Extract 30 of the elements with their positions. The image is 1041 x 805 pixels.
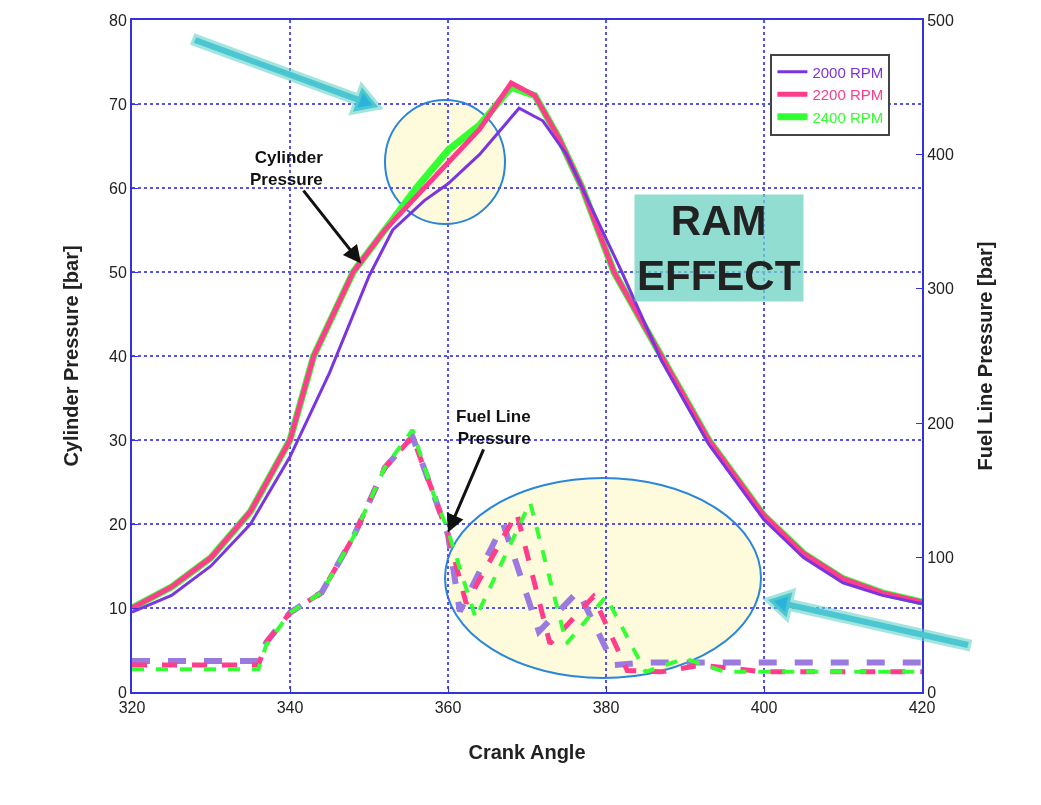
x-tick-label: 400 [750, 699, 778, 717]
y-tick-label: 70 [109, 95, 127, 113]
y-tick-label: 10 [109, 599, 127, 617]
x-tick-label: 360 [434, 699, 462, 717]
y-tick-label: 60 [109, 179, 127, 197]
y-tick-label: 0 [117, 683, 127, 701]
x-axis-title: Crank Angle [468, 741, 586, 764]
y2-tick-label: 500 [927, 11, 954, 29]
y2-tick-label: 300 [927, 280, 954, 298]
x-tick-label: 340 [276, 699, 304, 717]
y-tick-label: 30 [109, 431, 127, 449]
y2-tick-label: 200 [927, 414, 954, 432]
y-tick-label: 40 [109, 347, 127, 365]
legend-label: 2000 RPM [812, 63, 884, 81]
annotation: RAM EFFECT [637, 197, 801, 299]
y-tick-label: 80 [109, 11, 127, 29]
legend-label: 2200 RPM [812, 86, 884, 104]
y2-tick-label: 0 [927, 683, 937, 701]
y2-axis-title: Fuel Line Pressure [bar] [974, 241, 996, 471]
y-tick-label: 20 [109, 515, 127, 533]
x-tick-label: 420 [908, 699, 936, 717]
x-tick-label: 320 [118, 699, 146, 717]
annotation: Fuel Line Pressure [456, 407, 531, 449]
legend-label: 2400 RPM [812, 108, 884, 126]
y-tick-label: 50 [109, 263, 127, 281]
y2-tick-label: 100 [927, 549, 954, 567]
y-axis-title: Cylinder Pressure [bar] [60, 245, 82, 467]
x-tick-label: 380 [592, 699, 620, 717]
annotation: Cylinder Pressure [250, 148, 324, 190]
y2-tick-label: 400 [927, 146, 954, 163]
